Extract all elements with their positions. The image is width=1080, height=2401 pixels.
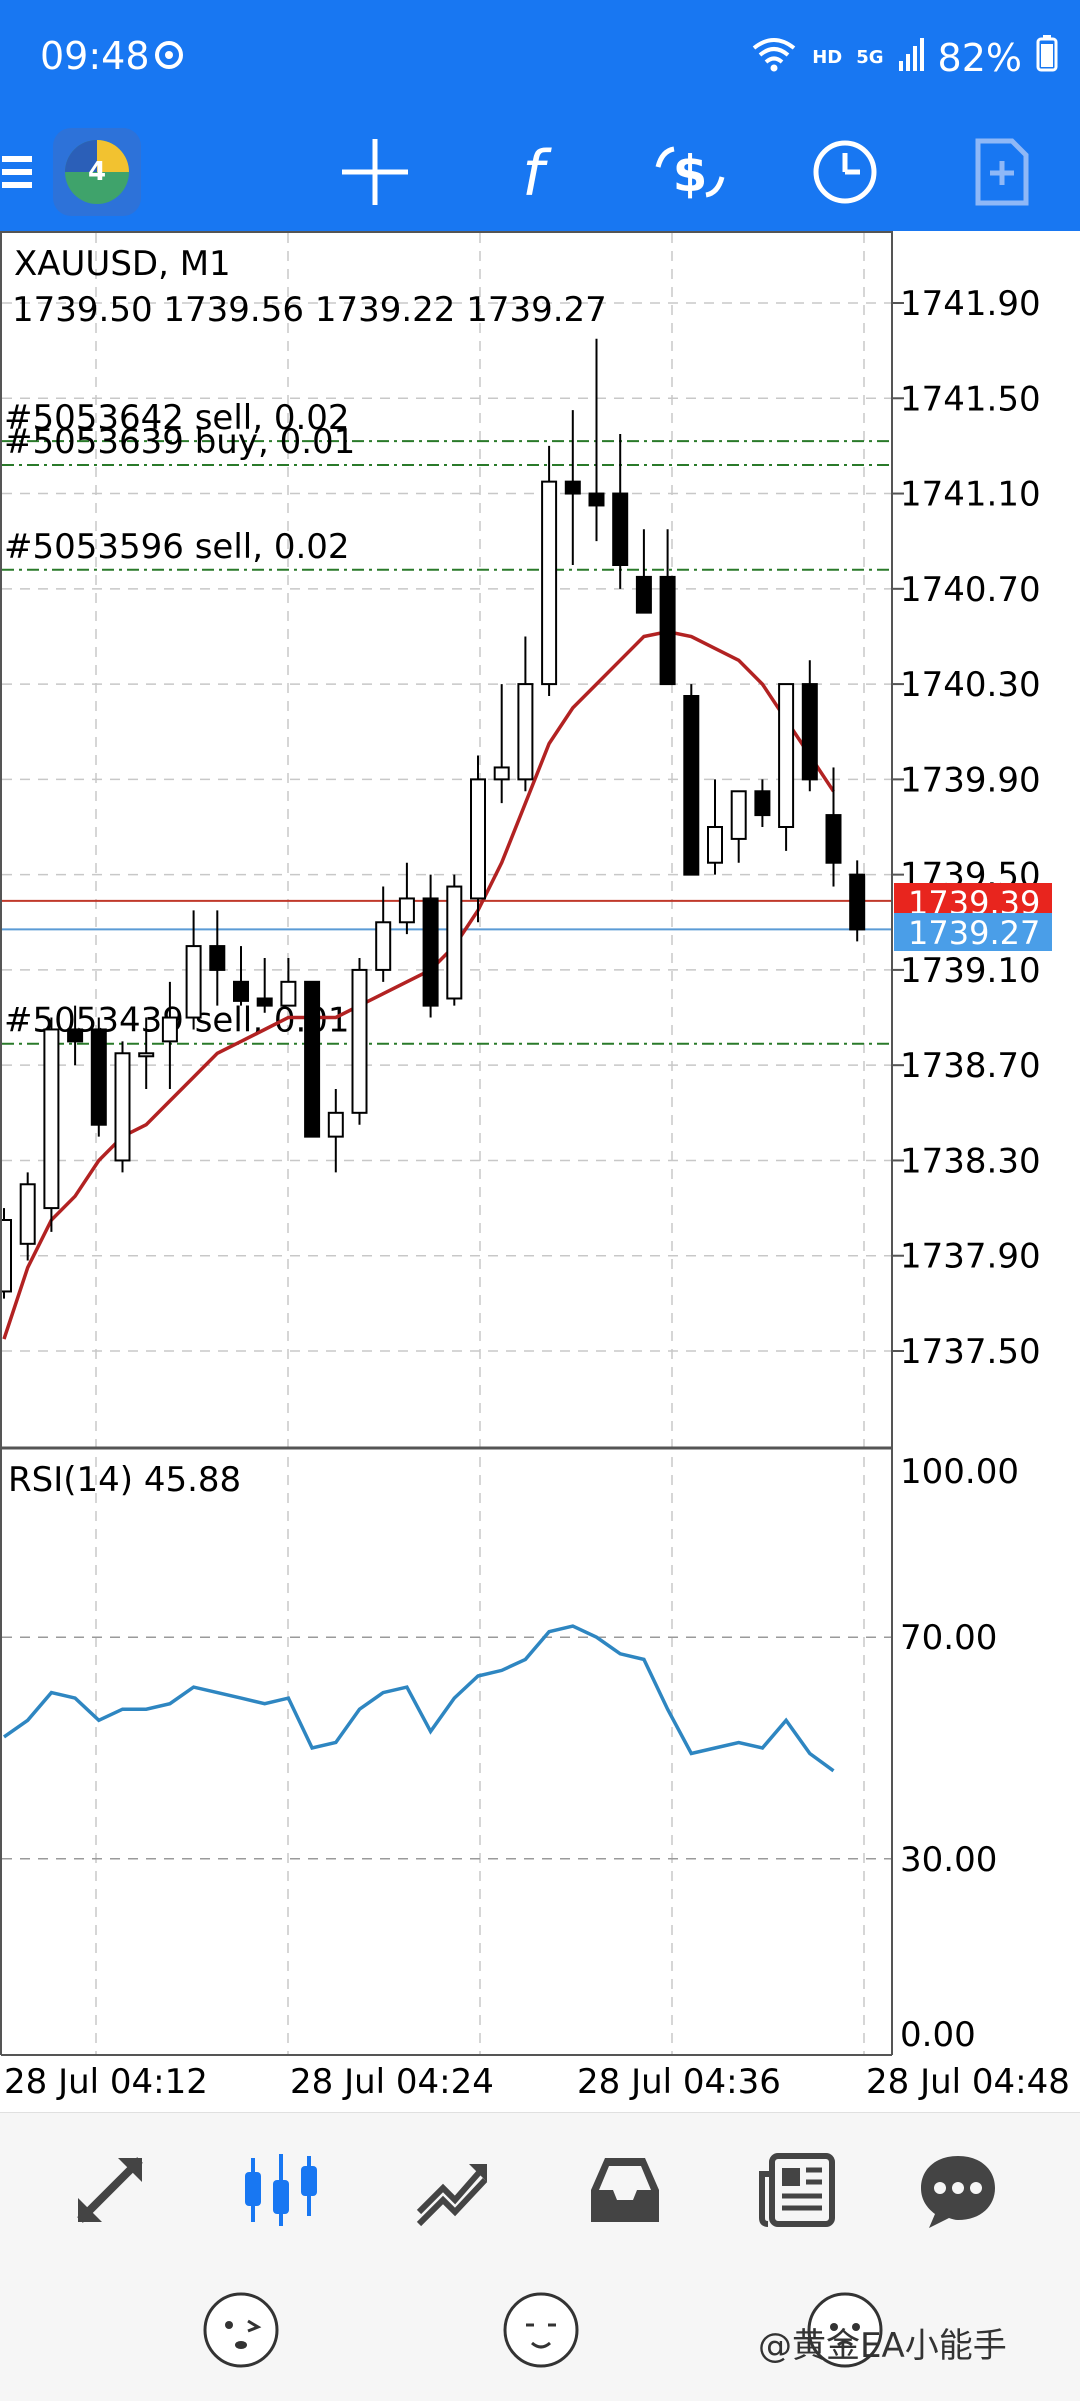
candle [849,860,866,942]
candle [280,958,297,1007]
candle [375,886,392,982]
candle [825,767,842,887]
mascot-sticker-icon [807,2292,883,2368]
candle [422,874,439,1018]
time-axis-label: 28 Jul 04:24 [290,2062,494,2102]
price-tick-label: 1737.90 [900,1237,1041,1277]
moving-average-line [2,629,835,1340]
candle [304,980,321,1138]
candle [209,910,226,1006]
price-chart[interactable]: #5053642 sell, 0.02#5053639 buy, 0.01 #50… [0,231,1080,2111]
candle [43,1017,60,1232]
price-tick-label: 1741.90 [900,284,1041,324]
price-tick-label: 1740.30 [900,665,1041,705]
time-axis-label: 28 Jul 04:48 [866,2062,1070,2102]
candle [564,410,581,565]
quotes-icon[interactable] [55,2135,165,2245]
candle [517,636,534,792]
period-icon[interactable] [795,113,895,231]
sync-icon [152,38,186,76]
candle [446,874,463,1006]
price-tick-label: 1737.50 [900,1332,1041,1372]
candle [707,779,723,875]
candle [754,779,771,827]
candle [801,660,818,792]
order-label: #5053639 buy, 0.01 [4,422,355,462]
crosshair-icon[interactable] [325,113,425,231]
bid-price-badge [894,913,1052,951]
messages-icon[interactable] [903,2135,1013,2245]
candle [67,1005,84,1066]
rsi-tick-label: 70.00 [900,1618,997,1658]
battery-icon [1036,34,1058,81]
price-tick-label: 1741.50 [900,379,1041,419]
svg-text:4: 4 [88,157,106,187]
time-axis-label: 28 Jul 04:12 [4,2062,208,2102]
candle [778,683,795,851]
history-icon[interactable] [570,2135,680,2245]
watermark: @黄金EA小能手 [758,2326,1007,2366]
candle [683,684,700,876]
chart-toolbar: 4 f $ [0,113,1080,231]
wifi-icon [750,34,798,81]
order-label: #5053642 sell, 0.02 [4,398,350,438]
svg-text:f: f [522,137,552,207]
news-icon[interactable] [743,2135,853,2245]
candle [398,862,415,935]
rsi-tick-label: 100.00 [900,1452,1019,1492]
candle [19,1172,36,1261]
candle [730,790,747,863]
candle [90,1017,107,1137]
candle [541,445,558,696]
candle [635,529,652,614]
chart-symbol: XAUUSD, M1 [14,244,231,284]
chart-icon[interactable] [226,2135,336,2245]
price-tick-label: 1738.30 [900,1141,1041,1181]
price-tick-label: 1740.70 [900,570,1041,610]
rsi-tick-label: 0.00 [900,2015,976,2055]
rsi-line [2,1624,835,1773]
signal-icon [898,36,924,80]
candle [138,1017,155,1089]
candle [493,684,510,804]
svg-text:$: $ [673,145,708,203]
order-label: #5053596 sell, 0.02 [4,527,350,567]
status-bar: 09:48 HD 5G 82% [0,0,1080,113]
price-tick-label: 1738.70 [900,1046,1041,1086]
template-icon[interactable] [952,113,1052,231]
candle [327,1089,344,1173]
candle [114,1041,131,1173]
signal-type: 5G [856,47,884,68]
rsi-label: RSI(14) 45.88 [8,1460,241,1500]
trade-nav-icon[interactable] [398,2135,508,2245]
candle [256,958,273,1013]
mascot-sticker-icon [503,2292,579,2368]
price-tick-label: 1741.10 [900,475,1041,515]
battery-percent: 82% [937,35,1022,80]
candle [659,529,676,686]
mascot-sticker-icon [203,2292,279,2368]
price-tick-label: 1739.10 [900,951,1041,991]
rsi-tick-label: 30.00 [900,1840,997,1880]
trade-icon[interactable]: $ [640,113,740,231]
chart-ohlc: 1739.50 1739.56 1739.22 1739.27 [12,290,607,330]
candle [588,338,605,542]
candle [161,981,178,1089]
app-logo-icon[interactable]: 4 [48,113,146,231]
candle [612,434,629,589]
bid-price: 1739.27 [908,914,1040,952]
network-type: HD [812,47,843,68]
bottom-navigation [0,2112,1080,2401]
price-tick-label: 1739.90 [900,760,1041,800]
menu-icon[interactable] [0,113,34,231]
candle [470,755,486,923]
candle [233,946,249,1006]
candle [0,1208,12,1299]
status-time: 09:48 [40,34,150,78]
indicator-icon[interactable]: f [483,113,583,231]
candle [351,958,368,1125]
candle [185,910,202,1030]
time-axis-label: 28 Jul 04:36 [577,2062,781,2102]
